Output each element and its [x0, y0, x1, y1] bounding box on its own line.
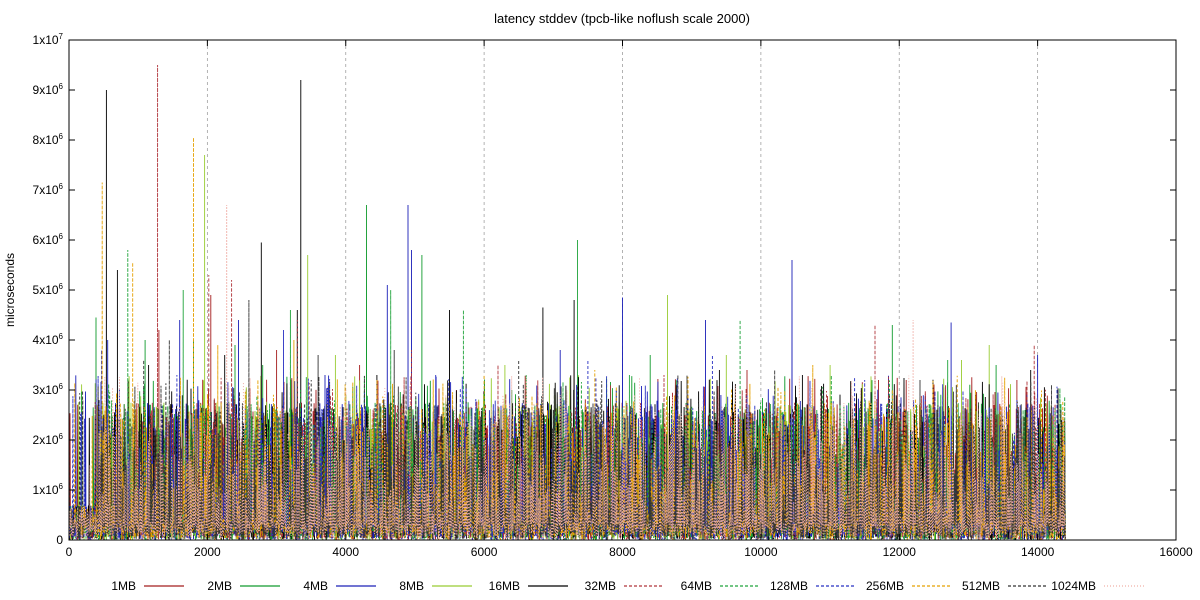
legend-item-1mb: 1MB: [111, 579, 184, 593]
y-tick-label: 9x106: [33, 82, 64, 97]
legend-item-16mb: 16MB: [489, 579, 568, 593]
legend-label: 1MB: [111, 579, 136, 593]
legend-item-8mb: 8MB: [399, 579, 472, 593]
y-tick-label: 8x106: [33, 132, 64, 147]
y-axis-label: microseconds: [3, 253, 17, 327]
y-tick-label: 7x106: [33, 182, 64, 197]
x-tick-label: 2000: [194, 545, 221, 559]
y-tick-label: 3x106: [33, 382, 64, 397]
series-line-128mb: [68, 329, 1066, 541]
x-tick-label: 4000: [332, 545, 359, 559]
legend-label: 128MB: [770, 579, 808, 593]
x-tick-label: 8000: [609, 545, 636, 559]
legend-item-1024mb: 1024MB: [1051, 579, 1144, 593]
x-tick-label: 6000: [471, 545, 498, 559]
x-axis: 0 2000 4000 6000 8000 10000 12000 14000 16000: [66, 40, 1193, 559]
x-tick-label: 12000: [883, 545, 917, 559]
y-tick-label: 5x106: [33, 282, 64, 297]
y-tick-label: 4x106: [33, 332, 64, 347]
legend-item-256mb: 256MB: [866, 579, 952, 593]
legend-item-32mb: 32MB: [585, 579, 664, 593]
y-tick-label: 0: [56, 533, 63, 547]
y-tick-label: 6x106: [33, 232, 64, 247]
plot-layer: [68, 64, 1066, 541]
legend-label: 512MB: [962, 579, 1000, 593]
y-tick-label: 2x106: [33, 432, 64, 447]
legend-item-4mb: 4MB: [303, 579, 376, 593]
x-tick-label: 14000: [1021, 545, 1055, 559]
x-tick-label: 0: [66, 545, 73, 559]
legend: 1MB 2MB 4MB 8MB 16MB 32MB 64MB 128MB 256MB 512MB 1…: [111, 579, 1144, 593]
y-axis: 0 1x106 2x106 3x106 4x106 5x106 6x106 7x106 8x10…: [33, 32, 1176, 547]
legend-label: 256MB: [866, 579, 904, 593]
series-line-1024mb: [68, 204, 1066, 541]
y-tick-label: 1x106: [33, 482, 64, 497]
chart-title: latency stddev (tpcb-like noflush scale …: [494, 11, 750, 26]
legend-label: 1024MB: [1051, 579, 1096, 593]
legend-item-512mb: 512MB: [962, 579, 1048, 593]
legend-label: 32MB: [585, 579, 616, 593]
legend-label: 2MB: [207, 579, 232, 593]
legend-item-64mb: 64MB: [681, 579, 760, 593]
x-tick-label: 16000: [1159, 545, 1193, 559]
legend-label: 8MB: [399, 579, 424, 593]
legend-label: 64MB: [681, 579, 712, 593]
legend-label: 4MB: [303, 579, 328, 593]
legend-item-128mb: 128MB: [770, 579, 856, 593]
legend-label: 16MB: [489, 579, 520, 593]
legend-item-2mb: 2MB: [207, 579, 280, 593]
x-tick-label: 10000: [744, 545, 778, 559]
y-tick-label: 1x107: [33, 32, 64, 47]
